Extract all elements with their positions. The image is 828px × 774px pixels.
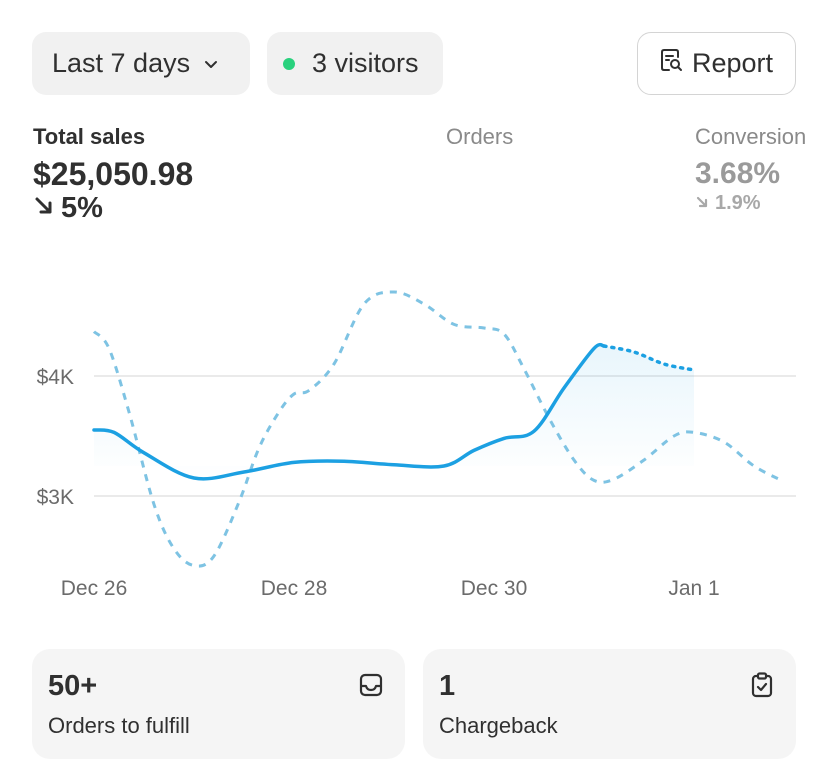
chargeback-count: 1 [439,670,456,702]
inbox-icon [357,671,385,704]
live-visitors-button[interactable]: 3 visitors [267,32,443,95]
sales-line-chart: $4K $3K Dec 26 Dec 28 Dec 30 Jan 1 [37,290,796,600]
chargeback-card[interactable]: 1 Chargeback [423,649,796,759]
y-tick-label: $4K [37,366,74,389]
current-series-area [94,344,694,479]
conversion-label: Conversion [695,124,807,149]
total-sales-label: Total sales [33,124,146,149]
live-status-dot [283,57,295,70]
x-tick-label: Dec 30 [461,577,528,600]
conversion-value: 3.68% [695,157,781,190]
chevron-down-icon [202,55,220,73]
orders-to-fulfill-count: 50+ [48,670,98,702]
metric-orders[interactable]: Orders [446,124,513,150]
visitors-label: 3 visitors [312,48,419,78]
arrow-down-right-icon [33,192,61,225]
total-sales-delta: 5% [61,192,103,224]
x-tick-label: Dec 26 [61,577,128,600]
clipboard-check-icon [748,671,776,704]
y-tick-label: $3K [37,486,74,509]
total-sales-value: $25,050.98 [33,156,194,192]
x-tick-label: Jan 1 [668,577,719,600]
metric-total-sales[interactable]: Total sales $25,050.98 5% [33,124,193,225]
chargeback-label: Chargeback [439,713,558,738]
conversion-delta: 1.9% [715,192,761,214]
date-range-label: Last 7 days [52,48,191,78]
current-period-line [92,342,606,481]
projected-period-line [602,344,696,372]
orders-to-fulfill-label: Orders to fulfill [48,713,190,738]
report-label: Report [692,48,774,78]
arrow-down-right-icon [695,192,715,215]
orders-to-fulfill-card[interactable]: 50+ Orders to fulfill [32,649,405,759]
metric-conversion[interactable]: Conversion 3.68% 1.9% [695,124,828,215]
x-tick-label: Dec 28 [261,577,328,600]
orders-label: Orders [446,124,514,149]
report-button[interactable]: Report [637,32,796,95]
previous-period-line [92,290,785,568]
report-icon [658,47,692,80]
date-range-button[interactable]: Last 7 days [32,32,250,95]
